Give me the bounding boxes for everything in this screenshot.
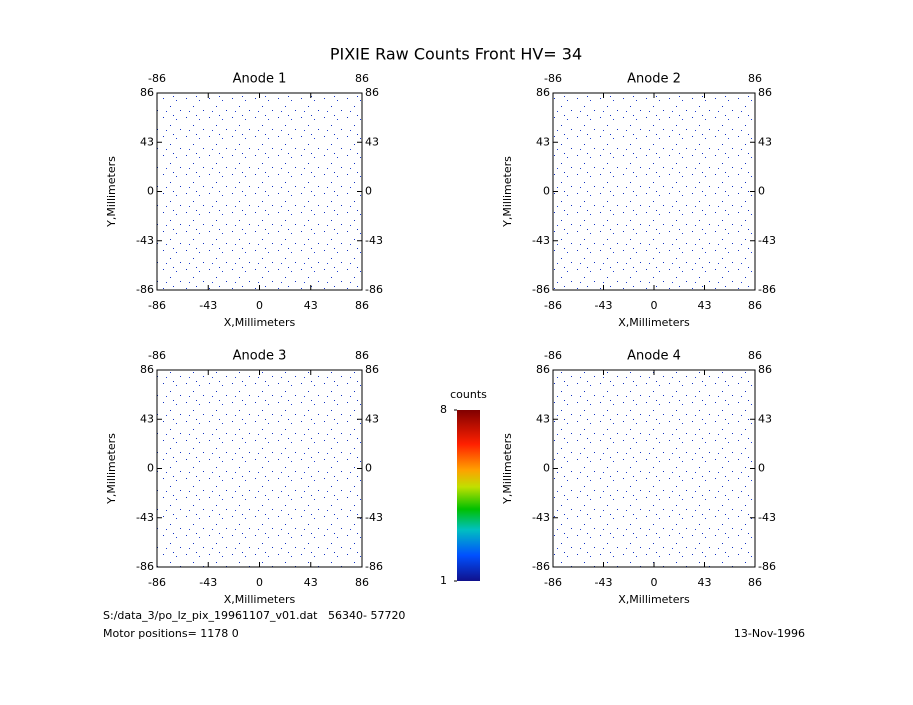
colorbar-tick-label: 1 [440,574,447,587]
colorbar-title: counts [450,388,487,401]
y-tick-label: 43 [536,135,550,148]
y-tick-label: -43 [136,234,154,247]
y-tick-label-right: 86 [365,86,379,99]
x-tick-label: 86 [748,576,762,589]
y-tick-label: -43 [136,511,154,524]
y-tick-label-right: 43 [758,412,772,425]
x-tick-label-top: -86 [544,72,562,85]
y-tick-label-right: -86 [365,283,383,296]
y-tick-label-right: 43 [758,135,772,148]
y-tick-label-right: 86 [758,86,772,99]
y-tick-label-right: -86 [758,283,776,296]
y-axis-label: Y,Millimeters [501,433,514,505]
x-tick-label: 86 [355,576,369,589]
y-tick-label-right: -43 [758,511,776,524]
y-axis-label: Y,Millimeters [105,433,118,505]
x-axis-label: X,Millimeters [224,593,296,606]
x-tick-label-top: 86 [748,72,762,85]
y-tick-label: -43 [532,511,550,524]
x-tick-label-top: -86 [544,349,562,362]
y-tick-label: 43 [140,412,154,425]
x-tick-label: -43 [199,299,217,312]
y-tick-label-right: 86 [758,363,772,376]
y-tick-label: 0 [147,462,154,475]
x-tick-label: -43 [199,576,217,589]
date: 13-Nov-1996 [734,627,805,640]
x-tick-label: 0 [256,576,263,589]
y-tick-label: 86 [140,363,154,376]
y-tick-label: 86 [536,363,550,376]
plot-area [156,92,363,291]
x-tick-label: -43 [595,299,613,312]
y-tick-label-right: -86 [365,560,383,573]
y-tick-label-right: 0 [365,185,372,198]
x-tick-label-top: 86 [355,72,369,85]
y-tick-label-right: 43 [365,135,379,148]
x-tick-label: 86 [748,299,762,312]
x-tick-label: -86 [148,576,166,589]
x-tick-label: 43 [304,576,318,589]
y-tick-label: 0 [543,462,550,475]
y-tick-label-right: -43 [365,234,383,247]
panel-title: Anode 3 [233,349,287,364]
y-tick-label-right: 0 [758,185,765,198]
y-tick-label: -86 [136,283,154,296]
x-tick-label: -86 [544,299,562,312]
plot-area [552,92,756,291]
x-tick-label-top: -86 [148,72,166,85]
x-tick-label: 0 [256,299,263,312]
x-tick-label: 43 [698,576,712,589]
y-tick-label: 86 [140,86,154,99]
plot-area [156,369,363,568]
colorbar-tick-label: 8 [440,403,447,416]
y-tick-label-right: -43 [758,234,776,247]
panel-title: Anode 1 [233,72,287,87]
y-tick-label: -43 [532,234,550,247]
x-tick-label: -86 [544,576,562,589]
x-tick-label: 86 [355,299,369,312]
colorbar [457,410,480,581]
x-tick-label: 43 [698,299,712,312]
y-tick-label-right: 86 [365,363,379,376]
x-tick-label: 0 [651,299,658,312]
y-tick-label-right: 0 [758,462,765,475]
motor-info: Motor positions= 1178 0 [103,627,239,640]
panel-title: Anode 4 [627,349,681,364]
x-tick-label: -86 [148,299,166,312]
panel-title: Anode 2 [627,72,681,87]
y-tick-label: 86 [536,86,550,99]
x-tick-label: -43 [595,576,613,589]
y-tick-label-right: -43 [365,511,383,524]
y-tick-label: 43 [140,135,154,148]
y-tick-label-right: 0 [365,462,372,475]
y-tick-label: 0 [147,185,154,198]
x-tick-label-top: -86 [148,349,166,362]
y-tick-label: 43 [536,412,550,425]
y-tick-label-right: 43 [365,412,379,425]
x-tick-label-top: 86 [355,349,369,362]
x-tick-label: 43 [304,299,318,312]
y-axis-label: Y,Millimeters [105,156,118,228]
y-tick-label: 0 [543,185,550,198]
plot-area [552,369,756,568]
figure-title: PIXIE Raw Counts Front HV= 34 [330,45,582,64]
x-axis-label: X,Millimeters [618,316,690,329]
y-tick-label: -86 [136,560,154,573]
x-axis-label: X,Millimeters [224,316,296,329]
x-tick-label: 0 [651,576,658,589]
file-info: S:/data_3/po_lz_pix_19961107_v01.dat 563… [103,609,405,622]
y-axis-label: Y,Millimeters [501,156,514,228]
y-tick-label: -86 [532,283,550,296]
y-tick-label: -86 [532,560,550,573]
x-axis-label: X,Millimeters [618,593,690,606]
x-tick-label-top: 86 [748,349,762,362]
y-tick-label-right: -86 [758,560,776,573]
